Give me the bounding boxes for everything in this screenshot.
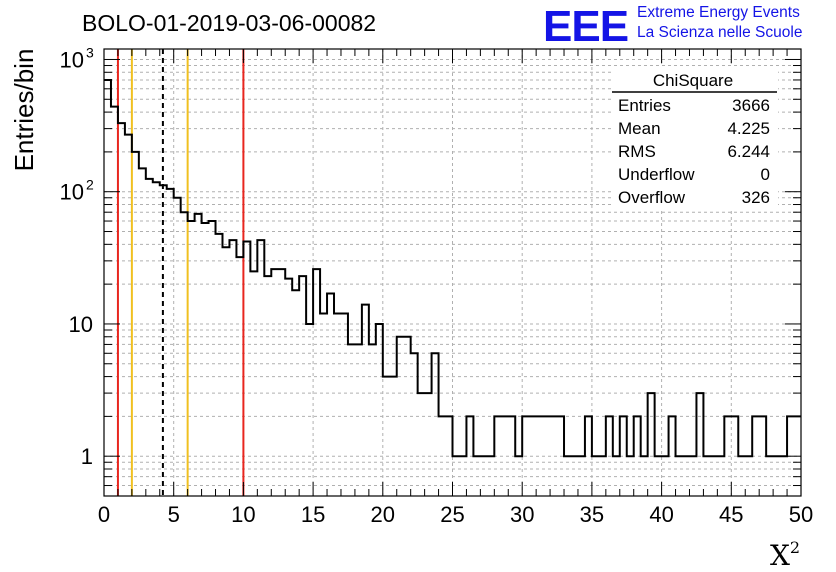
stats-value: 3666 bbox=[732, 96, 770, 115]
x-tick-label: 45 bbox=[719, 502, 743, 527]
x-tick-label: 5 bbox=[168, 502, 180, 527]
x-tick-label: 0 bbox=[98, 502, 110, 527]
x-axis-label: X2 bbox=[770, 538, 800, 572]
x-tick-label: 35 bbox=[580, 502, 604, 527]
stats-label: RMS bbox=[618, 142, 656, 161]
stats-value: 6.244 bbox=[727, 142, 770, 161]
x-tick-labels: 0 5 10 15 20 25 30 35 40 45 50 bbox=[98, 502, 813, 527]
y-tick-label: 10 bbox=[60, 47, 84, 72]
x-tick-label: 30 bbox=[510, 502, 534, 527]
stats-label: Mean bbox=[618, 119, 661, 138]
stats-label: Entries bbox=[618, 96, 671, 115]
x-tick-label: 10 bbox=[231, 502, 255, 527]
x-tick-label: 40 bbox=[649, 502, 673, 527]
x-tick-label: 50 bbox=[789, 502, 813, 527]
x-tick-label: 15 bbox=[301, 502, 325, 527]
stats-box-background bbox=[612, 66, 778, 211]
y-tick-label: 10 bbox=[69, 312, 93, 337]
x-tick-label: 20 bbox=[371, 502, 395, 527]
stats-label: Overflow bbox=[618, 188, 686, 207]
y-tick-label: 10 bbox=[60, 180, 84, 205]
y-tick-label: 1 bbox=[81, 444, 93, 469]
stats-box: ChiSquare Entries 3666 Mean 4.225 RMS 6.244 Und… bbox=[612, 66, 778, 211]
y-tick-exponent: 2 bbox=[86, 177, 94, 193]
x-tick-label: 25 bbox=[440, 502, 464, 527]
eee-logo: EEE bbox=[543, 2, 629, 51]
chart-title: BOLO-01-2019-03-06-00082 bbox=[82, 10, 377, 36]
y-tick-exponent: 3 bbox=[86, 44, 94, 60]
reference-lines bbox=[116, 49, 245, 496]
histogram-line bbox=[104, 78, 801, 458]
stats-value: 4.225 bbox=[727, 119, 770, 138]
logo-line-2: La Scienza nelle Scuole bbox=[637, 24, 803, 41]
y-axis-label: Entries/bin bbox=[9, 49, 39, 172]
stats-header: ChiSquare bbox=[653, 71, 733, 90]
axis-ticks bbox=[103, 49, 802, 497]
stats-label: Underflow bbox=[618, 165, 695, 184]
logo-line-1: Extreme Energy Events bbox=[637, 4, 800, 21]
stats-value: 0 bbox=[761, 165, 770, 184]
stats-value: 326 bbox=[742, 188, 770, 207]
